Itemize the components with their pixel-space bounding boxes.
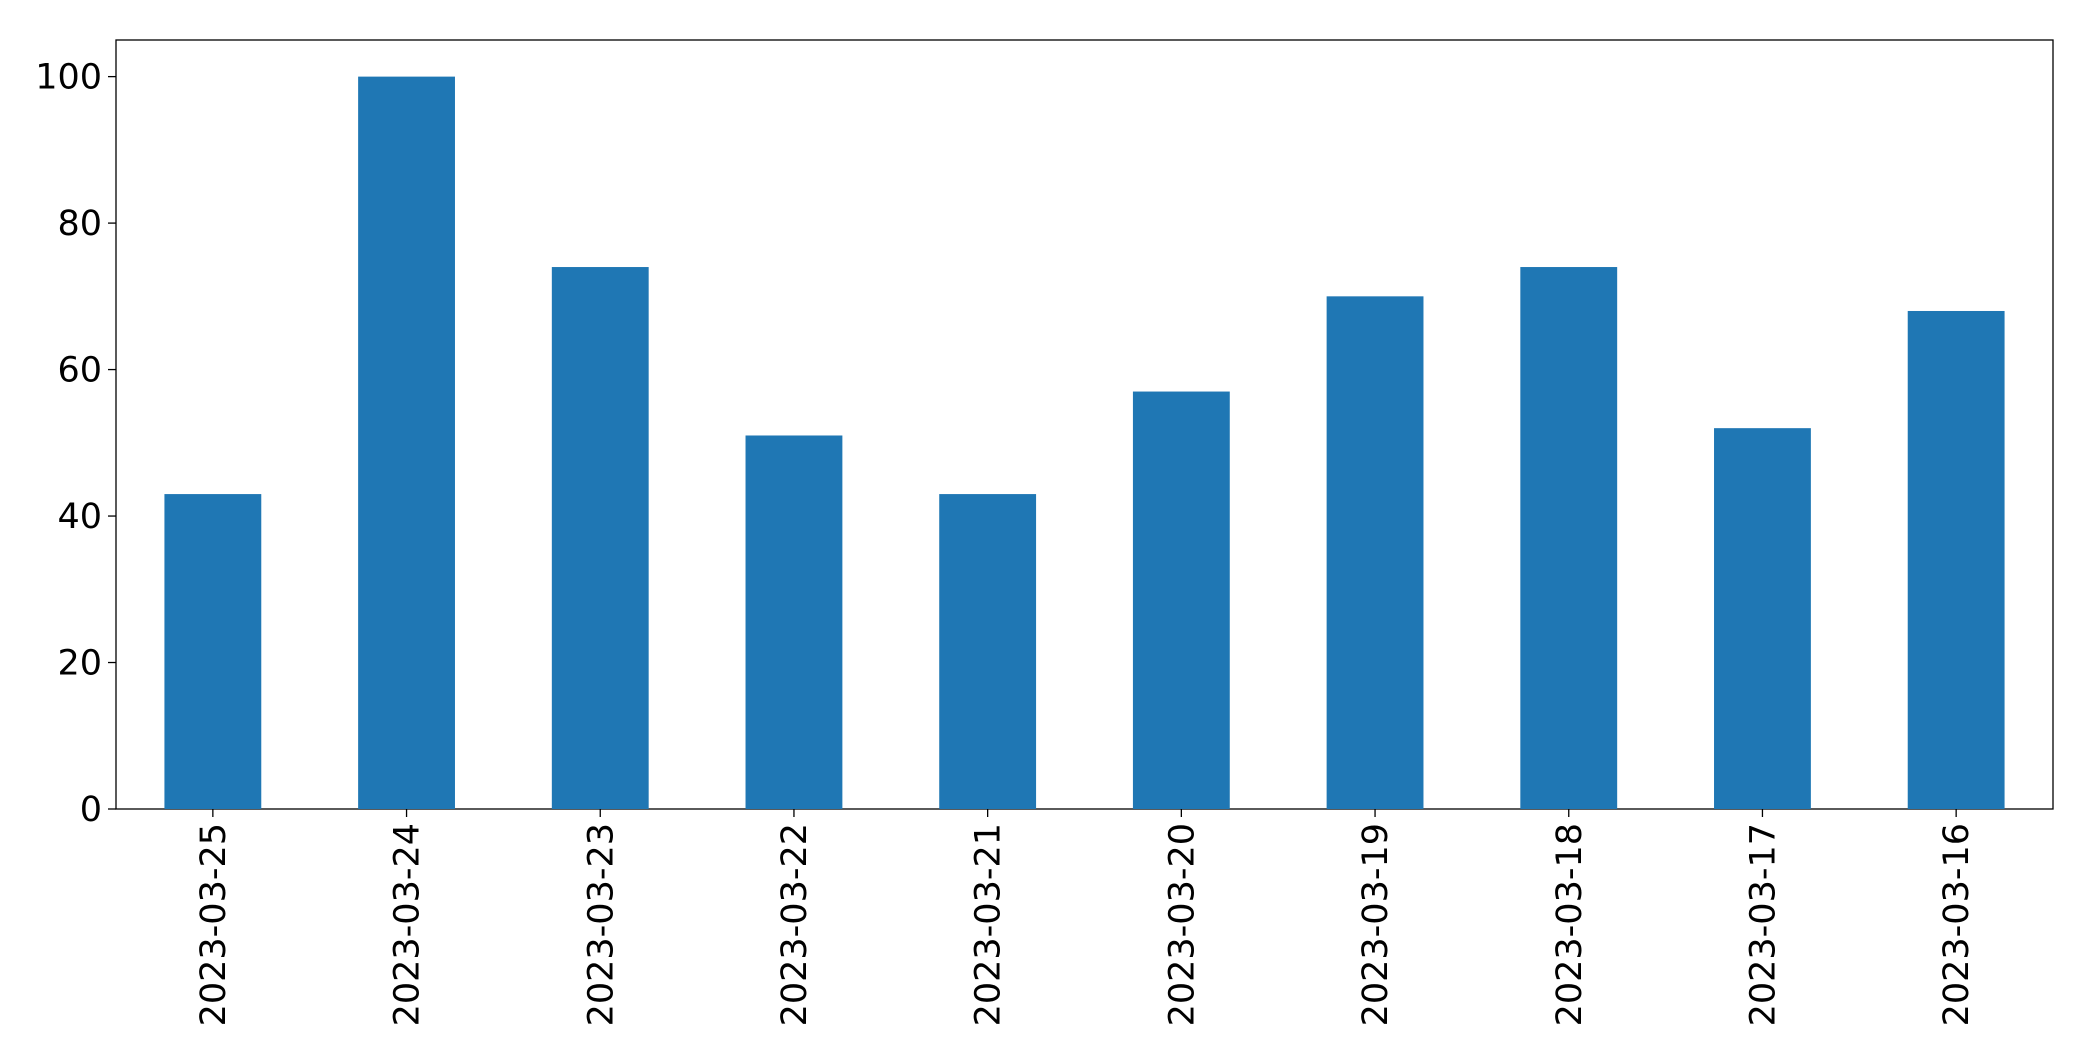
x-tick-label: 2023-03-22 bbox=[775, 823, 815, 1026]
x-tick-label: 2023-03-25 bbox=[194, 823, 234, 1026]
bar bbox=[1132, 391, 1230, 809]
y-tick-label: 20 bbox=[57, 644, 102, 684]
bar bbox=[164, 494, 262, 809]
bar bbox=[1326, 296, 1424, 809]
bar bbox=[1907, 310, 2005, 809]
x-tick-label: 2023-03-23 bbox=[581, 823, 621, 1026]
plot-frame bbox=[115, 39, 2054, 810]
x-tick-label: 2023-03-17 bbox=[1743, 823, 1783, 1026]
x-tick-label: 2023-03-16 bbox=[1937, 823, 1977, 1026]
y-tick-label: 60 bbox=[57, 351, 102, 391]
bar bbox=[358, 76, 455, 810]
bar bbox=[551, 267, 649, 809]
y-tick-label: 40 bbox=[57, 497, 102, 537]
x-tick-label: 2023-03-21 bbox=[969, 823, 1009, 1026]
x-tick-label: 2023-03-19 bbox=[1356, 823, 1396, 1026]
bar bbox=[1520, 267, 1618, 809]
bar bbox=[745, 435, 843, 809]
x-tick-label: 2023-03-24 bbox=[388, 823, 428, 1026]
x-tick-label: 2023-03-18 bbox=[1550, 823, 1590, 1026]
y-tick-label: 80 bbox=[57, 204, 102, 244]
y-tick-label: 100 bbox=[35, 58, 102, 98]
bar bbox=[939, 494, 1037, 809]
bar bbox=[1714, 428, 1811, 809]
y-tick-label: 0 bbox=[80, 790, 102, 830]
x-tick-label: 2023-03-20 bbox=[1162, 823, 1202, 1026]
